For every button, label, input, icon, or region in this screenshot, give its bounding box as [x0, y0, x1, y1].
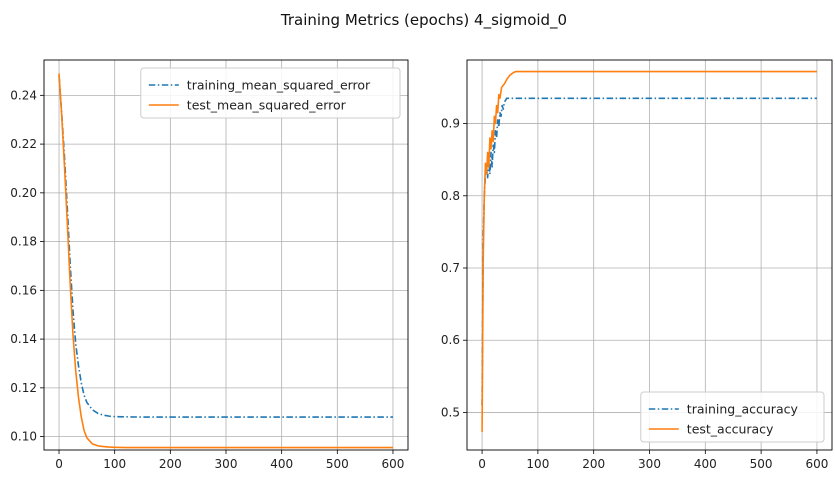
- legend-label: training_accuracy: [687, 402, 799, 417]
- mse-chart: 0 100 200 300 400 500 600 0.10 0.12 0.14 0.16 0.18 0…: [10, 59, 409, 471]
- series-line-test-mean-squared-error: [58, 73, 393, 449]
- x-tick-label: 600: [382, 457, 405, 471]
- y-tick-label: 0.22: [10, 137, 37, 151]
- x-tick-label: 0: [478, 457, 486, 471]
- figure-suptitle: Training Metrics (epochs) 4_sigmoid_0: [280, 11, 567, 30]
- x-tick-label: 300: [215, 457, 238, 471]
- x-tick-label: 200: [159, 457, 182, 471]
- y-tick-label: 0.5: [441, 405, 460, 419]
- y-tick-label: 0.8: [441, 189, 460, 203]
- y-tick-label: 0.6: [441, 333, 460, 347]
- legend-label: test_accuracy: [687, 422, 774, 437]
- legend: training_accuracy test_accuracy: [640, 391, 825, 443]
- y-tick-label: 0.12: [10, 381, 37, 395]
- legend-box: [640, 391, 825, 443]
- y-tick-label: 0.9: [441, 117, 460, 131]
- legend-label: test_mean_squared_error: [187, 98, 347, 113]
- y-tick-label: 0.24: [10, 88, 37, 102]
- y-tick-label: 0.16: [10, 283, 37, 297]
- y-tick-label: 0.18: [10, 235, 37, 249]
- x-tick-label: 400: [694, 457, 717, 471]
- legend-box: [140, 67, 401, 119]
- legend-label: training_mean_squared_error: [187, 78, 371, 93]
- accuracy-chart: 0 100 200 300 400 500 600 0.5 0.6 0.7 0.8 0.9 traini…: [441, 59, 833, 471]
- series-line-training-mean-squared-error: [58, 75, 393, 418]
- x-tick-label: 0: [55, 457, 63, 471]
- x-tick-label: 200: [582, 457, 605, 471]
- y-tick-label: 0.10: [10, 430, 37, 444]
- y-tick-label: 0.20: [10, 186, 37, 200]
- x-tick-label: 100: [526, 457, 549, 471]
- series-line-test-accuracy: [481, 70, 817, 432]
- x-tick-label: 500: [750, 457, 773, 471]
- x-tick-label: 600: [805, 457, 828, 471]
- y-tick-label: 0.14: [10, 332, 37, 346]
- x-tick-label: 300: [638, 457, 661, 471]
- x-tick-label: 500: [326, 457, 349, 471]
- x-tick-label: 100: [103, 457, 126, 471]
- x-tick-label: 400: [270, 457, 293, 471]
- y-tick-label: 0.7: [441, 261, 460, 275]
- legend: training_mean_squared_error test_mean_squ…: [140, 67, 401, 119]
